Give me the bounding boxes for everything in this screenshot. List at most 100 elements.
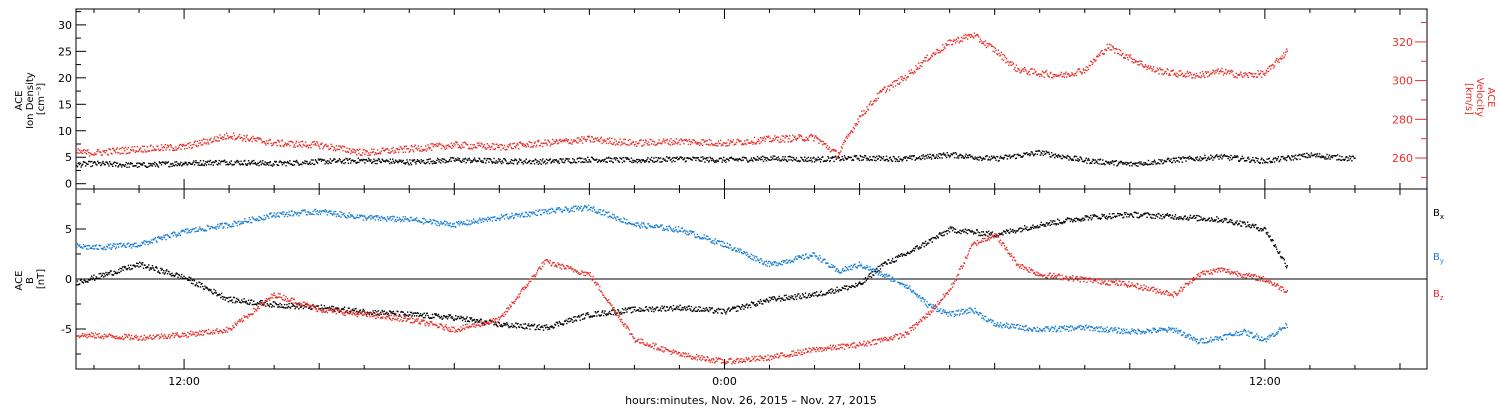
field-point-bx bbox=[581, 314, 583, 316]
density-point bbox=[647, 161, 650, 163]
field-point-bx bbox=[599, 315, 602, 317]
density-point bbox=[425, 162, 427, 165]
velocity-point bbox=[754, 142, 756, 145]
density-point bbox=[470, 161, 472, 164]
density-point bbox=[1114, 160, 1116, 163]
density-point bbox=[337, 160, 340, 162]
field-point-bx bbox=[1246, 225, 1248, 228]
field-point-bx bbox=[699, 310, 701, 312]
velocity-point bbox=[772, 137, 774, 140]
field-point-bx bbox=[1152, 217, 1154, 219]
velocity-point bbox=[205, 143, 208, 145]
field-point-bx bbox=[1101, 213, 1103, 216]
density-point bbox=[1280, 156, 1282, 158]
velocity-point bbox=[1199, 72, 1201, 74]
velocity-point bbox=[684, 139, 687, 142]
density-point bbox=[1317, 155, 1319, 158]
velocity-point bbox=[217, 140, 219, 142]
velocity-point bbox=[270, 142, 272, 144]
field-point-bx bbox=[605, 313, 607, 315]
field-point-bx bbox=[177, 276, 179, 279]
field-point-bx bbox=[601, 311, 603, 313]
density-point bbox=[256, 162, 259, 165]
density-point bbox=[300, 163, 302, 165]
velocity-point bbox=[1126, 54, 1128, 56]
velocity-point bbox=[421, 150, 423, 153]
velocity-point bbox=[440, 143, 442, 145]
density-point bbox=[249, 163, 251, 166]
field-point-bx bbox=[910, 251, 912, 253]
field-point-bx bbox=[194, 284, 196, 287]
velocity-point bbox=[148, 150, 151, 152]
field-point-bx bbox=[1226, 221, 1228, 224]
field-point-bx bbox=[774, 296, 776, 299]
density-point bbox=[821, 156, 823, 158]
density-point bbox=[619, 157, 621, 159]
density-point bbox=[603, 159, 605, 161]
density-point bbox=[1189, 155, 1191, 158]
density-point bbox=[431, 163, 434, 165]
velocity-point bbox=[1019, 72, 1021, 74]
velocity-point bbox=[515, 144, 518, 147]
field-point-bx bbox=[265, 300, 268, 302]
velocity-point bbox=[635, 141, 637, 143]
velocity-point bbox=[914, 71, 916, 73]
velocity-point bbox=[1154, 70, 1156, 73]
velocity-point bbox=[713, 144, 715, 146]
velocity-point bbox=[320, 143, 323, 145]
velocity-point bbox=[127, 152, 129, 154]
field-point-bx bbox=[422, 317, 425, 319]
velocity-point bbox=[955, 38, 958, 40]
field-point-bx bbox=[232, 301, 234, 304]
density-point bbox=[1159, 163, 1161, 165]
density-point bbox=[708, 160, 711, 162]
velocity-point bbox=[142, 151, 145, 153]
density-point bbox=[1213, 157, 1216, 159]
velocity-point bbox=[457, 143, 459, 146]
velocity-point bbox=[479, 145, 482, 147]
field-point-bx bbox=[1216, 221, 1219, 223]
field-point-bx bbox=[991, 231, 994, 233]
density-point bbox=[699, 160, 702, 162]
velocity-point bbox=[756, 140, 759, 143]
velocity-point bbox=[1215, 72, 1217, 74]
velocity-point bbox=[482, 146, 484, 149]
velocity-point bbox=[331, 145, 334, 147]
field-point-bx bbox=[647, 310, 650, 312]
density-point bbox=[978, 159, 980, 161]
velocity-point bbox=[190, 147, 193, 150]
density-point bbox=[527, 160, 530, 163]
density-point bbox=[1207, 157, 1209, 160]
velocity-point bbox=[204, 138, 206, 140]
field-point-bx bbox=[704, 308, 706, 310]
velocity-point bbox=[1024, 66, 1026, 69]
field-point-bx bbox=[1189, 214, 1192, 217]
field-point-bx bbox=[140, 262, 142, 264]
field-point-bx bbox=[1191, 217, 1193, 219]
density-point bbox=[463, 160, 465, 163]
velocity-point bbox=[701, 139, 703, 141]
density-point bbox=[1312, 155, 1314, 157]
field-point-bx bbox=[272, 301, 274, 303]
density-point bbox=[1294, 157, 1296, 159]
velocity-point bbox=[551, 143, 553, 145]
velocity-point bbox=[312, 141, 314, 143]
velocity-point bbox=[1033, 72, 1035, 75]
density-point bbox=[120, 164, 122, 166]
field-point-bx bbox=[541, 325, 543, 327]
field-point-by bbox=[82, 243, 85, 246]
field-point-bx bbox=[707, 309, 709, 312]
field-point-bx bbox=[1261, 230, 1263, 232]
velocity-point bbox=[325, 145, 328, 148]
density-point bbox=[348, 158, 350, 160]
density-point bbox=[1333, 155, 1336, 157]
velocity-point bbox=[269, 138, 271, 141]
field-point-bx bbox=[163, 270, 165, 272]
density-point bbox=[892, 155, 894, 158]
velocity-point bbox=[744, 140, 746, 142]
field-point-bx bbox=[804, 292, 807, 294]
density-point bbox=[549, 158, 551, 160]
velocity-point bbox=[132, 149, 134, 151]
density-point bbox=[1097, 158, 1099, 161]
density-point bbox=[671, 157, 674, 159]
